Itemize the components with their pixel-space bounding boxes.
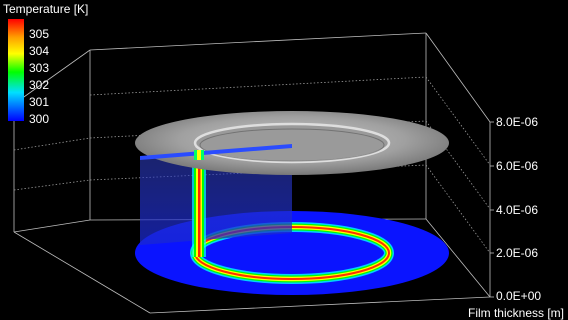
color-scale-bar: [8, 19, 24, 121]
axis-title: Film thickness [m]: [467, 306, 564, 320]
axis-ticks: [490, 121, 494, 298]
legend-label-302: 302: [29, 78, 50, 92]
legend-label-300: 300: [29, 112, 50, 126]
plate-section-line: [140, 144, 292, 160]
axis-tick-0e00: 0.0E+00: [496, 289, 542, 303]
plate-recess: [193, 122, 391, 164]
legend-label-301: 301: [29, 95, 50, 109]
legend-label-303: 303: [29, 61, 50, 75]
legend-label-305: 305: [29, 27, 50, 41]
legend-label-304: 304: [29, 44, 50, 58]
temperature-column: [192, 150, 206, 257]
axis-tick-4e-06: 4.0E-06: [496, 203, 539, 217]
axis-tick-8e-06: 8.0E-06: [496, 115, 539, 129]
axis-tick-2e-06: 2.0E-06: [496, 246, 539, 260]
axis-tick-6e-06: 6.0E-06: [496, 159, 539, 173]
legend-title: Temperature [K]: [3, 2, 89, 16]
